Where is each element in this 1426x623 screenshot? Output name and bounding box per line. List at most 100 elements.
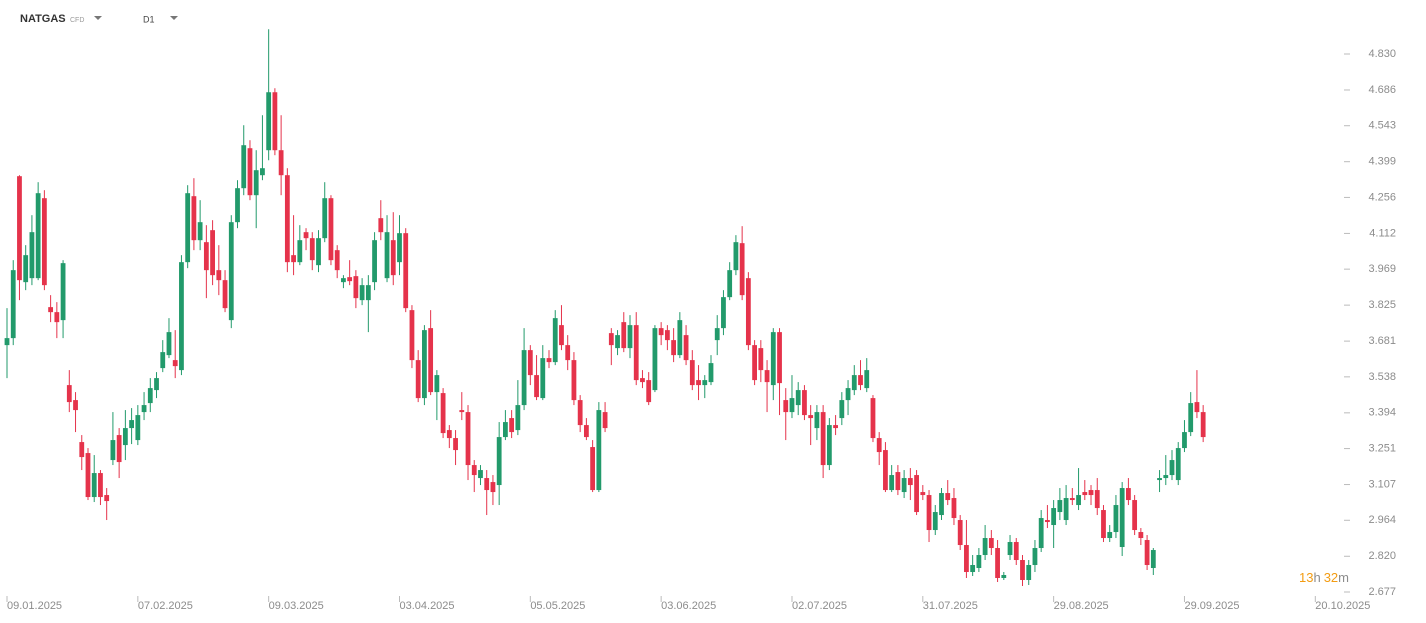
y-tick-label: 3.825 — [1368, 299, 1396, 311]
countdown-minutes: 32 — [1324, 570, 1338, 585]
candle-body — [1175, 448, 1181, 481]
candle-body — [54, 312, 60, 323]
candle-body — [1088, 490, 1094, 496]
timeframe-dropdown[interactable] — [170, 16, 178, 20]
y-tick-label: 2.677 — [1368, 586, 1396, 598]
candle-body — [708, 363, 714, 383]
candle-body — [1182, 432, 1187, 449]
candle-body — [1026, 565, 1032, 581]
candle-body — [658, 328, 664, 336]
y-tick-label: 4.112 — [1369, 227, 1396, 239]
candle-body — [235, 188, 240, 223]
candle-body — [858, 375, 863, 386]
candle-body — [60, 263, 66, 321]
candle-body — [646, 380, 652, 403]
candle-body — [1038, 518, 1044, 549]
candle-body — [870, 398, 876, 439]
candle-body — [266, 92, 272, 151]
candle-body — [652, 328, 658, 391]
candle-body — [4, 338, 10, 346]
candle-body — [851, 375, 857, 391]
candle-body — [926, 495, 932, 531]
candle-body — [1057, 500, 1063, 513]
candle-body — [590, 447, 596, 491]
candle-body — [745, 278, 751, 346]
candle-body — [577, 400, 583, 426]
candle-body — [372, 240, 377, 283]
candle-body — [322, 198, 328, 239]
countdown-minutes-unit: m — [1338, 570, 1349, 585]
candle-body — [154, 378, 159, 391]
candle-body — [833, 425, 838, 429]
candle-body — [222, 280, 228, 309]
candle-body — [453, 438, 458, 451]
x-tick-label: 09.03.2025 — [269, 600, 324, 612]
candle-body — [1001, 575, 1007, 579]
candle-body — [802, 390, 807, 416]
candle-body — [683, 335, 689, 361]
candle-body — [278, 150, 284, 176]
candle-body — [633, 325, 639, 381]
candle-body — [527, 350, 533, 376]
candle-body — [85, 453, 91, 498]
candle-body — [721, 297, 726, 329]
candle-body — [228, 222, 234, 321]
symbol-dropdown[interactable] — [94, 16, 102, 20]
candle-body — [353, 276, 359, 299]
candle-body — [110, 440, 116, 461]
y-tick-label: 2.820 — [1368, 550, 1396, 562]
candle-body — [1107, 532, 1113, 539]
candle-body — [889, 475, 895, 491]
candle-body — [714, 328, 720, 341]
x-tick-label: 31.07.2025 — [923, 600, 978, 612]
candle-body — [932, 512, 938, 531]
candle-body — [471, 465, 477, 476]
candle-body — [957, 520, 963, 546]
candle-body — [596, 410, 602, 491]
candle-body — [777, 332, 782, 384]
candle-body — [135, 415, 141, 441]
candle-body — [964, 545, 969, 573]
candle-body — [901, 478, 907, 493]
candle-body — [727, 270, 733, 298]
candle-body — [122, 428, 128, 446]
candle-body — [129, 420, 134, 429]
candle-body — [203, 242, 209, 271]
candle-body — [1200, 412, 1206, 438]
y-tick-label: 3.107 — [1368, 478, 1396, 490]
x-tick-label: 07.02.2025 — [138, 600, 193, 612]
candle-body — [1132, 500, 1138, 531]
candle-body — [160, 352, 166, 369]
timeframe[interactable]: D1 — [143, 14, 155, 24]
candle-body — [98, 473, 103, 498]
y-tick-label: 4.830 — [1368, 48, 1396, 60]
candle-body — [440, 393, 446, 434]
candle-body — [172, 360, 178, 367]
candle-body — [303, 232, 309, 239]
y-tick-label: 3.394 — [1368, 407, 1396, 419]
candle-body — [907, 478, 913, 486]
candle-body — [210, 230, 215, 276]
candle-body — [515, 405, 521, 431]
candle-body — [147, 388, 153, 404]
candle-body — [247, 148, 253, 196]
candle-body — [621, 322, 627, 349]
candle-body — [297, 240, 303, 263]
candle-body — [1045, 520, 1050, 523]
candle-body — [1051, 508, 1057, 526]
candle-body — [66, 385, 72, 403]
candle-body — [559, 325, 564, 346]
candle-body — [347, 277, 353, 282]
candle-body — [10, 270, 16, 339]
x-tick-label: 02.07.2025 — [792, 600, 847, 612]
candle-body — [1007, 542, 1013, 556]
candle-body — [521, 350, 527, 406]
candle-body — [328, 198, 334, 261]
symbol[interactable]: NATGAS — [20, 13, 66, 25]
candle-body — [341, 278, 346, 283]
y-tick-label: 4.399 — [1368, 156, 1396, 168]
candle-body — [826, 425, 832, 466]
y-tick-label: 4.256 — [1368, 191, 1396, 203]
candle-body — [1194, 402, 1200, 413]
candle-body — [465, 412, 471, 466]
